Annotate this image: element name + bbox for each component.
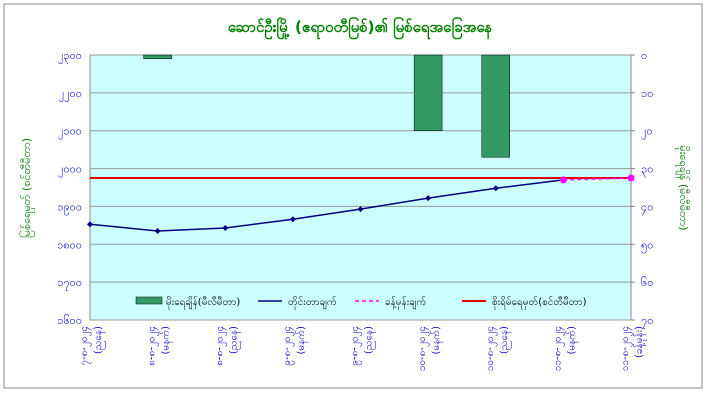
legend-label: မိုးရေချိန်(မီလီမီတာ) [166, 295, 240, 310]
point [492, 185, 499, 192]
bar [481, 54, 510, 158]
point [289, 216, 296, 223]
y-tick-label: ၂၁၀၀ [58, 125, 82, 140]
y-tick-label: ၂၀၀၀ [58, 163, 82, 178]
y-tick-label: ၁၆၀၀ [57, 314, 82, 327]
x-tick-label: ၉-၈-၂၀၂၄ [350, 326, 363, 366]
y2-tick-label: ၅၀ [641, 238, 653, 253]
point [222, 225, 229, 232]
legend-label: စိုးရိမ်ရေမှတ်(စင်တီမီတာ) [492, 295, 587, 310]
x-tick-label: ၁၀-၈-၂၀၂၄ [485, 326, 498, 371]
legend-label: တိုင်းတာချက် [288, 295, 337, 310]
point [357, 206, 364, 213]
y-tick-label: ၁၈၀၀ [57, 238, 82, 251]
x-tick-label: ၈-၈-၂၀၂၄ [214, 326, 227, 366]
bar [413, 54, 443, 131]
x-tick-label: ၇-၈-၂၀၂၄ [79, 326, 92, 366]
x-tick-label: ၈-၈-၂၀၂၄ [147, 326, 160, 366]
y2-tick-label: ၀ [641, 49, 647, 62]
plot-area [89, 54, 632, 321]
x-tick-note: (မနက်) [159, 326, 174, 355]
x-tick-label: ၁၁-၈-၂၀၂၄ [620, 326, 633, 371]
series-line [563, 177, 632, 181]
y-tick-label: ၂၃၀၀ [58, 49, 82, 64]
y2-tick-label: ၆၀ [641, 276, 653, 289]
x-tick-note: (မနက်) [564, 326, 579, 355]
series-line [89, 179, 564, 232]
point [559, 176, 567, 184]
x-tick-label: ၁၁-၈-၂၀၂၄ [552, 326, 565, 371]
x-tick-note: (ညနေ) [364, 326, 377, 354]
y2-tick-label: ၄၀ [641, 200, 653, 215]
y-axis-label: မြစ်ရေမှတ် (စင်တီမီတာ) [19, 138, 35, 238]
point [627, 174, 635, 182]
bar [143, 54, 172, 60]
y2-axis-label: မိုးရေချိန် (မီလီမီတာ) [675, 145, 690, 230]
y2-tick-label: ၇၀ [641, 314, 653, 329]
x-tick-note: (မနက်) [429, 326, 444, 355]
point [87, 221, 93, 228]
x-tick-note: (မနက်) [294, 326, 309, 355]
y-tick-label: ၁၇၀၀ [57, 276, 82, 291]
y2-tick-label: ၃၀ [641, 163, 653, 178]
point [154, 228, 161, 235]
y2-tick-label: ၁၀ [641, 87, 653, 100]
point [425, 195, 432, 202]
x-tick-label: ၁၀-၈-၂၀၂၄ [417, 326, 430, 371]
legend-label: ခန့်မှန်းချက် [385, 295, 426, 310]
legend-swatch [135, 296, 163, 305]
y2-tick-label: ၂၀ [641, 125, 653, 140]
x-tick-note: (ညနေ) [228, 326, 241, 354]
y-tick-label: ၁၉၀၀ [57, 200, 82, 215]
x-tick-note: (ညနေ) [499, 326, 512, 354]
x-tick-note: (ခန့်မှန်း) [632, 326, 647, 358]
x-tick-label: ၉-၈-၂၀၂၄ [282, 326, 295, 366]
y-tick-label: ၂၂၀၀ [59, 87, 82, 102]
x-tick-note: (ညနေ) [93, 326, 106, 354]
